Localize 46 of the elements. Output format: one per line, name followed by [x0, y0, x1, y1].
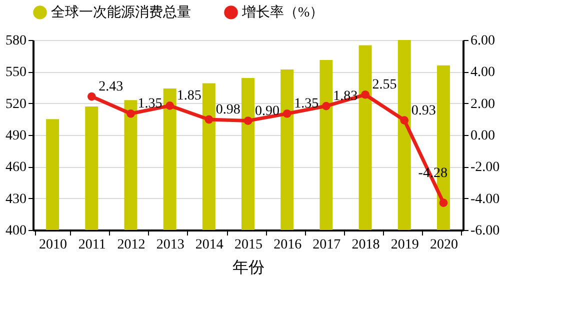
y2-tick-label: -2.00	[470, 160, 500, 176]
y-tick-label: 580	[6, 34, 26, 48]
point	[282, 109, 292, 118]
legend-label: 全球一次能源消费总量	[51, 4, 191, 20]
data-label: 0.90	[255, 104, 280, 119]
point	[87, 92, 96, 101]
y2-tick-label: 0.00	[470, 128, 495, 144]
y-tick-label: 520	[6, 96, 26, 112]
x-tick-label: 2018	[352, 238, 380, 252]
y2-tick-label: 4.00	[470, 65, 495, 80]
data-label: 1.35	[294, 96, 319, 112]
point	[400, 116, 409, 124]
x-tick-label: 2010	[39, 238, 68, 252]
data-label: 0.98	[216, 102, 240, 118]
data-label: 0.93	[411, 103, 436, 118]
y-tick-label: 430	[6, 192, 26, 207]
point	[244, 116, 252, 125]
data-label: 1.85	[176, 88, 202, 104]
point	[204, 115, 214, 124]
x-tick-label: 2011	[78, 238, 106, 252]
x-tick-label: 2014	[195, 238, 224, 252]
y2-tick-label: 2.00	[470, 96, 495, 112]
y-tick-label: 400	[6, 224, 26, 238]
y2-tick-label: 6.00	[470, 34, 495, 48]
y-tick-label: 460	[6, 160, 26, 176]
x-tick-label: 2019	[390, 238, 419, 252]
legend-label: 增长率（%）	[241, 4, 324, 20]
x-tick-label: 2013	[156, 238, 184, 252]
x-tick-label: 2020	[430, 238, 458, 252]
point	[439, 198, 448, 207]
data-label: 1.35	[138, 96, 162, 112]
x-tick-label: 2016	[274, 238, 302, 252]
y2-tick-label: -4.00	[470, 192, 500, 207]
y-tick-label: 490	[6, 128, 26, 144]
point	[322, 102, 330, 110]
y2-tick-label: -6.00	[470, 224, 500, 238]
point	[126, 109, 135, 118]
x-tick-label: 2015	[234, 238, 262, 252]
x-tick-label: 2012	[117, 238, 146, 252]
data-label: 2.55	[372, 78, 397, 93]
data-label: 2.43	[98, 80, 124, 95]
y-tick-label: 550	[6, 65, 26, 80]
point	[166, 102, 174, 110]
point	[361, 90, 370, 99]
x-tick-label: 2017	[312, 238, 341, 252]
x-axis-title: 年份	[232, 260, 264, 276]
